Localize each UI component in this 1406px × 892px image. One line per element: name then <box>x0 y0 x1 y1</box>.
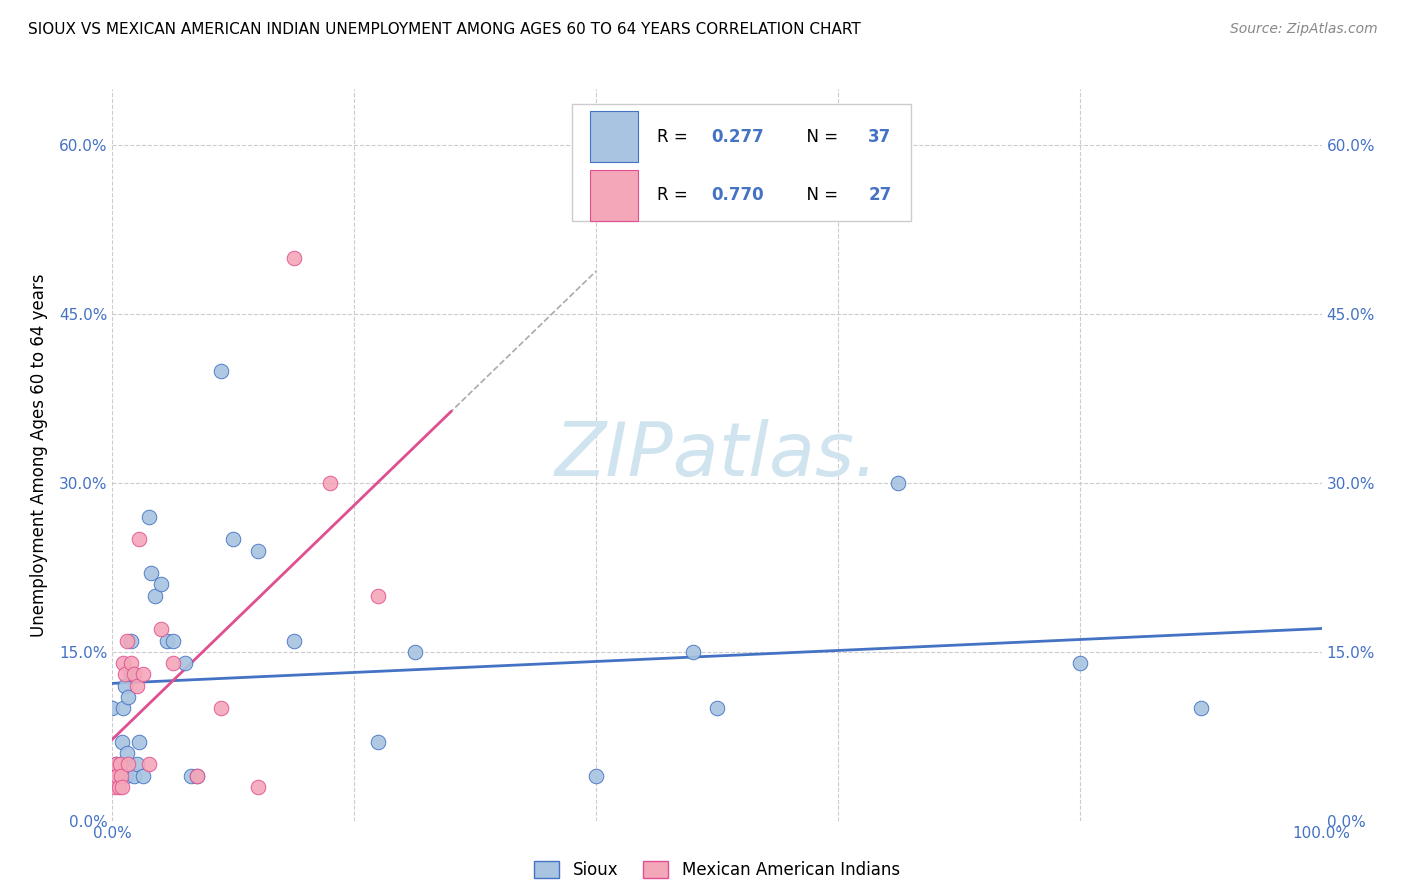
Point <box>101 701 124 715</box>
Text: ZIPatlas.: ZIPatlas. <box>555 419 879 491</box>
Legend: Sioux, Mexican American Indians: Sioux, Mexican American Indians <box>527 854 907 886</box>
Point <box>138 757 160 772</box>
Point <box>186 769 208 783</box>
Text: 0.770: 0.770 <box>711 186 763 204</box>
Point <box>156 633 179 648</box>
Point <box>114 667 136 681</box>
Point <box>107 769 129 783</box>
Point <box>283 251 305 265</box>
Point <box>367 589 389 603</box>
Point <box>246 543 269 558</box>
Point <box>174 656 197 670</box>
Point <box>117 690 139 704</box>
Point <box>128 735 150 749</box>
Text: N =: N = <box>796 128 844 145</box>
Text: SIOUX VS MEXICAN AMERICAN INDIAN UNEMPLOYMENT AMONG AGES 60 TO 64 YEARS CORRELAT: SIOUX VS MEXICAN AMERICAN INDIAN UNEMPLO… <box>28 22 860 37</box>
Point <box>120 667 142 681</box>
Point <box>125 679 148 693</box>
Point <box>105 757 128 772</box>
Point <box>319 476 342 491</box>
Point <box>283 633 305 648</box>
Point <box>105 769 128 783</box>
Text: Source: ZipAtlas.com: Source: ZipAtlas.com <box>1230 22 1378 37</box>
Point <box>122 667 145 681</box>
Point <box>149 577 172 591</box>
FancyBboxPatch shape <box>591 111 638 162</box>
Point <box>125 757 148 772</box>
Point <box>117 757 139 772</box>
Text: 37: 37 <box>868 128 891 145</box>
Point <box>101 769 124 783</box>
Y-axis label: Unemployment Among Ages 60 to 64 years: Unemployment Among Ages 60 to 64 years <box>30 273 48 637</box>
Point <box>1189 701 1212 715</box>
Point <box>585 769 607 783</box>
Point <box>132 769 155 783</box>
Point <box>115 746 138 760</box>
Point <box>111 780 134 794</box>
Point <box>105 757 128 772</box>
Point <box>706 701 728 715</box>
Point <box>112 701 135 715</box>
Point <box>141 566 163 580</box>
FancyBboxPatch shape <box>572 103 911 221</box>
Point <box>246 780 269 794</box>
Point <box>209 701 232 715</box>
Text: R =: R = <box>657 186 693 204</box>
Point <box>149 623 172 637</box>
Point <box>143 589 166 603</box>
Point <box>682 645 704 659</box>
Text: R =: R = <box>657 128 693 145</box>
Point <box>162 633 184 648</box>
Point <box>186 769 208 783</box>
Point <box>162 656 184 670</box>
Point <box>114 679 136 693</box>
Point <box>132 667 155 681</box>
Point <box>120 656 142 670</box>
Text: 0.277: 0.277 <box>711 128 763 145</box>
Point <box>122 769 145 783</box>
Text: 27: 27 <box>868 186 891 204</box>
Point <box>103 769 125 783</box>
Point <box>108 757 131 772</box>
Point <box>128 533 150 547</box>
Point <box>114 769 136 783</box>
Point <box>180 769 202 783</box>
Point <box>104 780 127 794</box>
Point <box>404 645 426 659</box>
Point <box>115 633 138 648</box>
Point <box>111 735 134 749</box>
Point <box>887 476 910 491</box>
Point <box>110 757 132 772</box>
Point <box>110 769 132 783</box>
Point <box>209 363 232 377</box>
Point <box>120 633 142 648</box>
Point <box>367 735 389 749</box>
FancyBboxPatch shape <box>591 169 638 220</box>
Text: N =: N = <box>796 186 844 204</box>
Point <box>1069 656 1091 670</box>
Point <box>112 656 135 670</box>
Point <box>222 533 245 547</box>
Point <box>138 509 160 524</box>
Point <box>107 780 129 794</box>
